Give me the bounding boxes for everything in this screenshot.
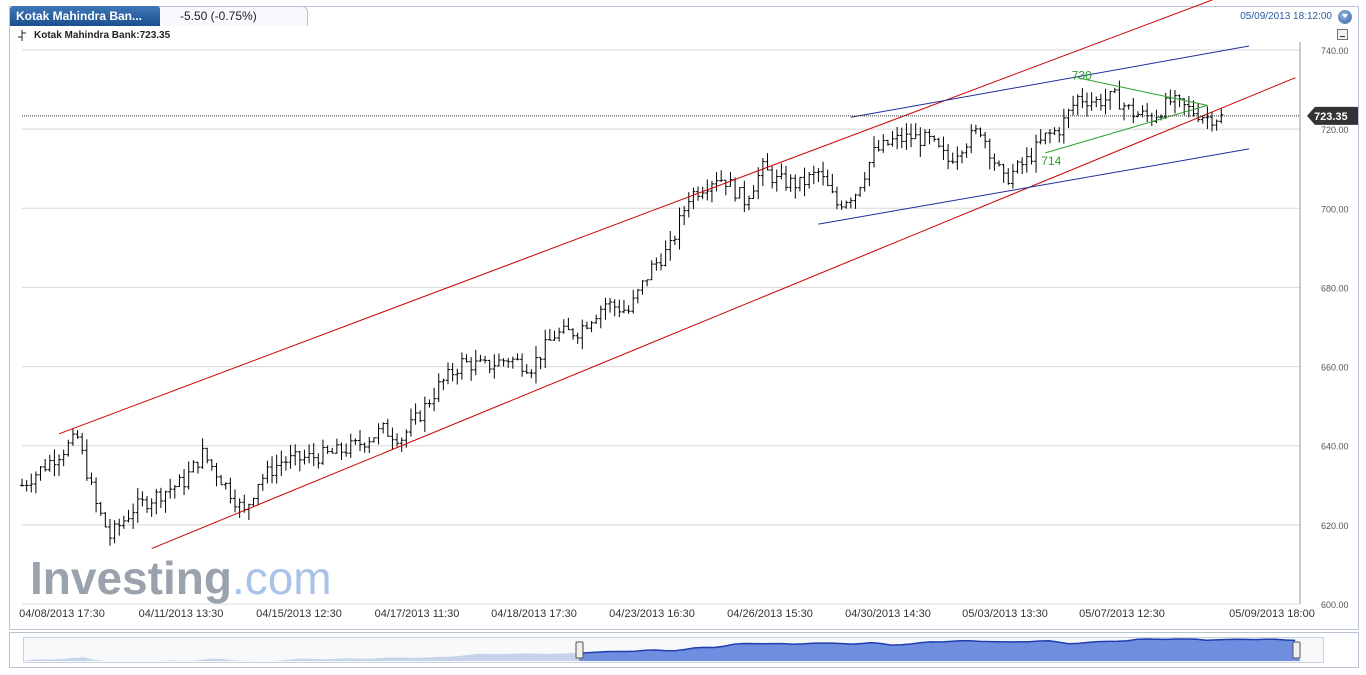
navigator[interactable]: [9, 632, 1359, 668]
price-change: -5.50 (-0.75%): [180, 9, 257, 23]
last-price-label: 723.35: [1314, 111, 1348, 123]
navigator-right-handle[interactable]: [1292, 641, 1301, 659]
trend-drawings: [58, 0, 1296, 550]
x-tick-label: 04/18/2013 17:30: [491, 608, 577, 620]
navigator-left-handle[interactable]: [575, 641, 584, 659]
wedge-line: [818, 148, 1250, 225]
chart-frame: [9, 6, 1359, 630]
navigator-series: [25, 638, 1301, 661]
minimize-icon[interactable]: [1337, 29, 1348, 40]
watermark-brand: Investing: [30, 552, 232, 604]
y-tick-label: 640.00: [1321, 442, 1349, 452]
x-tick-label: 05/03/2013 13:30: [962, 608, 1048, 620]
x-tick-label: 05/07/2013 12:30: [1079, 608, 1165, 620]
ohlc-icon: [18, 30, 26, 41]
y-tick-label: 680.00: [1321, 283, 1349, 293]
annotation-label: 714: [1041, 154, 1061, 168]
y-axis: 600.00 620.00 640.00 660.00 680.00 700.00 720.…: [1321, 46, 1349, 610]
x-axis: 04/08/2013 17:30 04/11/2013 13:30 04/15/20…: [19, 608, 1315, 620]
refresh-icon[interactable]: [1338, 10, 1352, 24]
x-tick-label: 04/23/2013 16:30: [609, 608, 695, 620]
navigator-area-active: [579, 639, 1300, 661]
x-tick-label: 04/11/2013 13:30: [139, 608, 224, 620]
tab-header-strip: [160, 6, 308, 26]
x-tick-label: 04/17/2013 11:30: [375, 608, 460, 620]
y-tick-label: 600.00: [1321, 600, 1349, 610]
price-chart: 600.00 620.00 640.00 660.00 680.00 700.00 720.…: [19, 0, 1358, 620]
x-tick-label: 04/15/2013 12:30: [256, 608, 342, 620]
channel-line: [151, 77, 1296, 550]
y-tick-label: 660.00: [1321, 363, 1349, 373]
legend-label: Kotak Mahindra Bank:723.35: [34, 30, 171, 42]
y-tick-label: 700.00: [1321, 204, 1349, 214]
y-tick-label: 620.00: [1321, 521, 1349, 531]
x-tick-label: 04/30/2013 14:30: [845, 608, 931, 620]
triangle-line: [1045, 104, 1208, 154]
y-tick-label: 740.00: [1321, 46, 1349, 56]
annotation-label: 730: [1072, 69, 1092, 83]
instrument-tab[interactable]: Kotak Mahindra Ban...: [10, 6, 160, 26]
annotations: 730 714: [1041, 69, 1092, 168]
ohlc-bars: [20, 80, 1224, 546]
grid: [22, 42, 1301, 605]
watermark: Investing.com: [30, 552, 332, 604]
legend: Kotak Mahindra Bank:723.35: [18, 30, 170, 41]
x-tick-label: 05/09/2013 18:00: [1229, 608, 1315, 620]
x-tick-label: 04/08/2013 17:30: [19, 608, 105, 620]
last-price-tag: 723.35: [1307, 106, 1358, 125]
timestamp: 05/09/2013 18:12:00: [1240, 11, 1332, 22]
navigator-line: [579, 638, 1296, 654]
wedge-line: [850, 45, 1250, 118]
x-tick-label: 04/26/2013 15:30: [727, 608, 813, 620]
watermark-suffix: .com: [232, 552, 332, 604]
channel-line: [58, 0, 1214, 435]
triangle-line: [1077, 77, 1208, 106]
y-tick-label: 720.00: [1321, 125, 1349, 135]
